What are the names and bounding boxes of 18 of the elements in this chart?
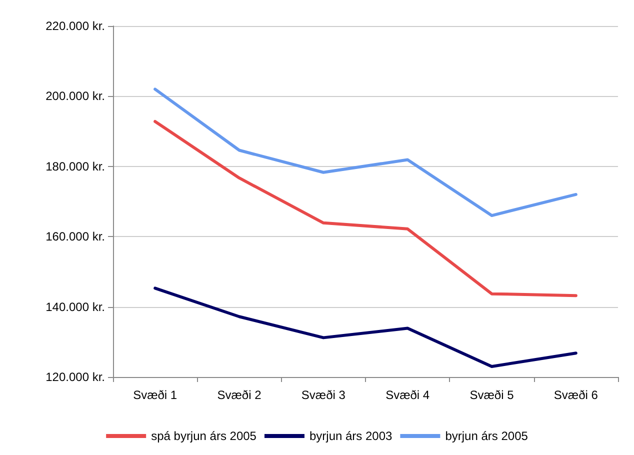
x-tick-label: Svæði 4 <box>386 388 430 402</box>
y-tick-label: 140.000 kr. <box>46 300 105 314</box>
y-tick-label: 160.000 kr. <box>46 230 105 244</box>
x-tick-label: Svæði 3 <box>301 388 346 402</box>
line-series <box>154 88 578 218</box>
y-tick-label: 180.000 kr. <box>46 159 105 174</box>
legend-label: spá byrjun árs 2005 <box>151 429 257 443</box>
x-tick-label: Svæði 6 <box>554 388 598 402</box>
legend-label: byrjun árs 2003 <box>309 429 393 443</box>
x-tick-label: Svæði 2 <box>217 388 262 402</box>
y-tick-label: 200.000 kr. <box>46 89 105 104</box>
y-tick-label: 120.000 kr. <box>46 370 105 384</box>
line-series <box>154 286 578 368</box>
x-tick-label: Svæði 1 <box>133 388 178 402</box>
line-series <box>154 120 578 298</box>
y-tick-label: 220.000 kr. <box>46 19 105 33</box>
x-tick-label: Svæði 5 <box>470 388 514 402</box>
legend-label: byrjun árs 2005 <box>445 429 528 443</box>
